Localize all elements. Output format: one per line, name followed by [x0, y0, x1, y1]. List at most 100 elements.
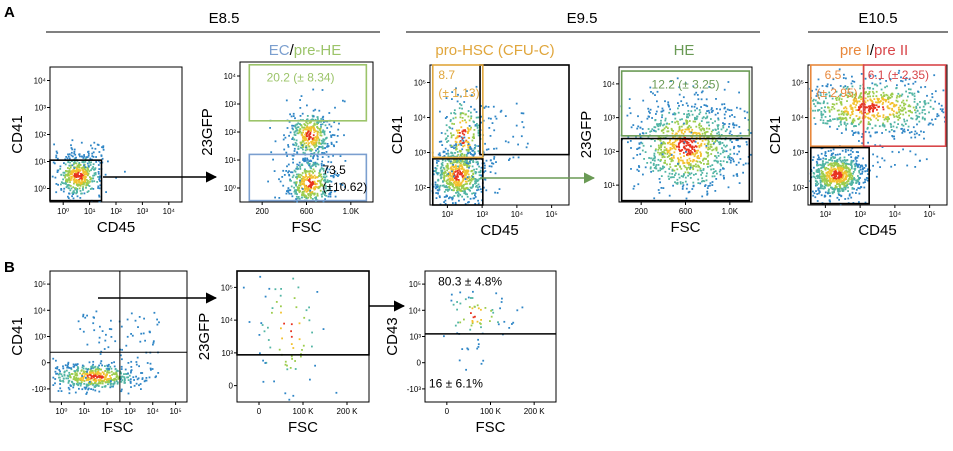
event-dot [832, 155, 834, 158]
event-dot [846, 163, 849, 165]
event-dot [670, 154, 673, 156]
event-dot [857, 97, 860, 99]
event-dot [451, 98, 453, 100]
event-dot [315, 137, 318, 139]
event-dot [81, 379, 83, 381]
event-dot [464, 130, 467, 133]
event-dot [507, 141, 510, 144]
event-dot [671, 176, 673, 179]
event-dot [709, 145, 712, 148]
event-dot [897, 123, 899, 125]
event-dot [87, 154, 90, 157]
event-dot [842, 163, 845, 165]
event-dot [698, 109, 701, 111]
event-dot [125, 373, 128, 375]
event-dot [66, 366, 69, 369]
event-dot [723, 113, 726, 116]
event-dot [83, 155, 85, 158]
event-dot [458, 141, 461, 143]
event-dot [68, 179, 70, 181]
event-dot [717, 151, 719, 154]
event-dot [862, 157, 864, 160]
event-dot [447, 188, 449, 191]
event-dot [695, 160, 698, 162]
event-dot [339, 155, 342, 157]
y-tick-label: 10³ [603, 114, 615, 123]
event-dot [332, 175, 335, 178]
event-dot [853, 98, 855, 101]
event-dot [714, 190, 717, 192]
event-dot [432, 173, 435, 176]
event-dot [729, 139, 732, 142]
event-dot [844, 85, 847, 87]
event-dot [864, 77, 867, 80]
event-dot [70, 176, 73, 178]
event-dot [295, 182, 298, 184]
event-dot [515, 124, 518, 127]
event-dot [696, 94, 699, 96]
event-dot [302, 177, 305, 180]
event-dot [876, 101, 879, 104]
event-dot [63, 187, 66, 190]
event-dot [859, 94, 861, 97]
event-dot [113, 381, 116, 383]
event-dot [467, 201, 469, 204]
event-dot [680, 131, 683, 134]
event-dot [889, 96, 892, 99]
event-dot [439, 154, 442, 157]
event-dot [675, 165, 677, 167]
event-dot [79, 378, 82, 381]
event-dot [704, 184, 707, 186]
event-dot [453, 181, 455, 184]
event-dot [838, 183, 841, 186]
event-dot [475, 161, 478, 164]
event-dot [686, 162, 689, 165]
event-dot [863, 186, 866, 189]
event-dot [322, 140, 325, 143]
event-dot [820, 110, 823, 113]
event-dot [457, 132, 459, 134]
density-dots [51, 139, 126, 203]
event-dot [698, 122, 701, 125]
event-dot [904, 78, 907, 81]
event-dot [855, 104, 858, 106]
event-dot [81, 169, 84, 171]
event-dot [831, 180, 834, 183]
event-dot [311, 118, 313, 121]
event-dot [907, 129, 909, 131]
event-dot [683, 142, 686, 145]
event-dot [683, 162, 686, 164]
event-dot [686, 142, 689, 145]
event-dot [447, 164, 449, 167]
event-dot [847, 111, 849, 113]
event-dot [834, 188, 836, 191]
event-dot [813, 166, 815, 169]
event-dot [455, 170, 457, 173]
event-dot [705, 146, 708, 149]
event-dot [627, 135, 630, 138]
event-dot [474, 145, 477, 147]
event-dot [64, 158, 67, 161]
event-dot [310, 176, 313, 179]
event-dot [871, 114, 874, 117]
event-dot [445, 175, 448, 177]
event-dot [699, 128, 702, 131]
density-dots [809, 68, 947, 206]
event-dot [836, 96, 839, 99]
event-dot [89, 378, 91, 381]
event-dot [934, 90, 937, 93]
event-dot [65, 173, 68, 176]
event-dot [316, 126, 319, 128]
event-dot [705, 175, 708, 177]
event-dot [851, 181, 854, 184]
event-dot [691, 113, 694, 116]
event-dot [819, 158, 822, 161]
event-dot [295, 198, 297, 200]
event-dot [145, 377, 148, 379]
event-dot [461, 148, 464, 151]
event-dot [332, 144, 335, 147]
event-dot [466, 187, 469, 189]
event-dot [686, 154, 688, 156]
event-dot [82, 187, 84, 190]
